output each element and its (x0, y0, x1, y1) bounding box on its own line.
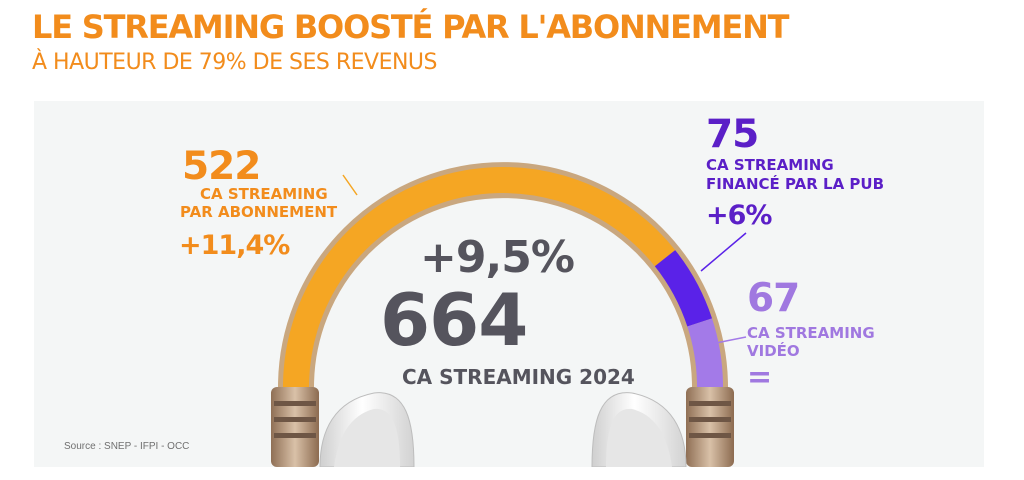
video-connector (705, 336, 747, 346)
total-label: CA STREAMING 2024 (402, 365, 635, 389)
subscription-value: 522M€ (182, 144, 319, 189)
total-unit: M€ (527, 278, 635, 362)
headband-segments (283, 167, 723, 388)
ads-unit: M€ (758, 112, 817, 157)
source-note: Source : SNEP - IFPI - OCC (64, 441, 190, 452)
subscription-label-2: PAR ABONNEMENT (180, 203, 338, 221)
ads-growth: +6% (706, 200, 772, 231)
arc-segment-subscription (283, 167, 676, 388)
left-earcup (271, 387, 415, 467)
subscription-growth: +11,4% (179, 230, 290, 261)
ads-value: 75M€ (706, 112, 817, 157)
total-value: 664M€ (380, 278, 635, 362)
right-earcup (591, 387, 734, 467)
arc-segment-ads (654, 250, 713, 327)
ads-label-2: FINANCÉ PAR LA PUB (706, 175, 885, 193)
subscription-unit: M€ (260, 144, 319, 189)
video-growth: = (747, 360, 772, 395)
chart-subtitle: À HAUTEUR DE 79% DE SES REVENUS (32, 50, 438, 75)
video-unit: M€ (799, 276, 858, 321)
video-value: 67M€ (747, 276, 858, 321)
headphones-illustration (271, 162, 747, 467)
subscription-label-1: CA STREAMING (200, 185, 328, 203)
subscription-connector (342, 174, 358, 196)
video-label-2: VIDÉO (747, 342, 800, 360)
video-label-1: CA STREAMING (747, 324, 875, 342)
arc-segment-video (687, 318, 723, 388)
ads-label-1: CA STREAMING (706, 156, 834, 174)
total-growth: +9,5% (420, 232, 575, 283)
chart-title: LE STREAMING BOOSTÉ PAR L'ABONNEMENT (32, 8, 789, 46)
ads-connector (700, 232, 747, 272)
infographic-panel: 522M€ CA STREAMING PAR ABONNEMENT +11,4%… (34, 101, 984, 467)
